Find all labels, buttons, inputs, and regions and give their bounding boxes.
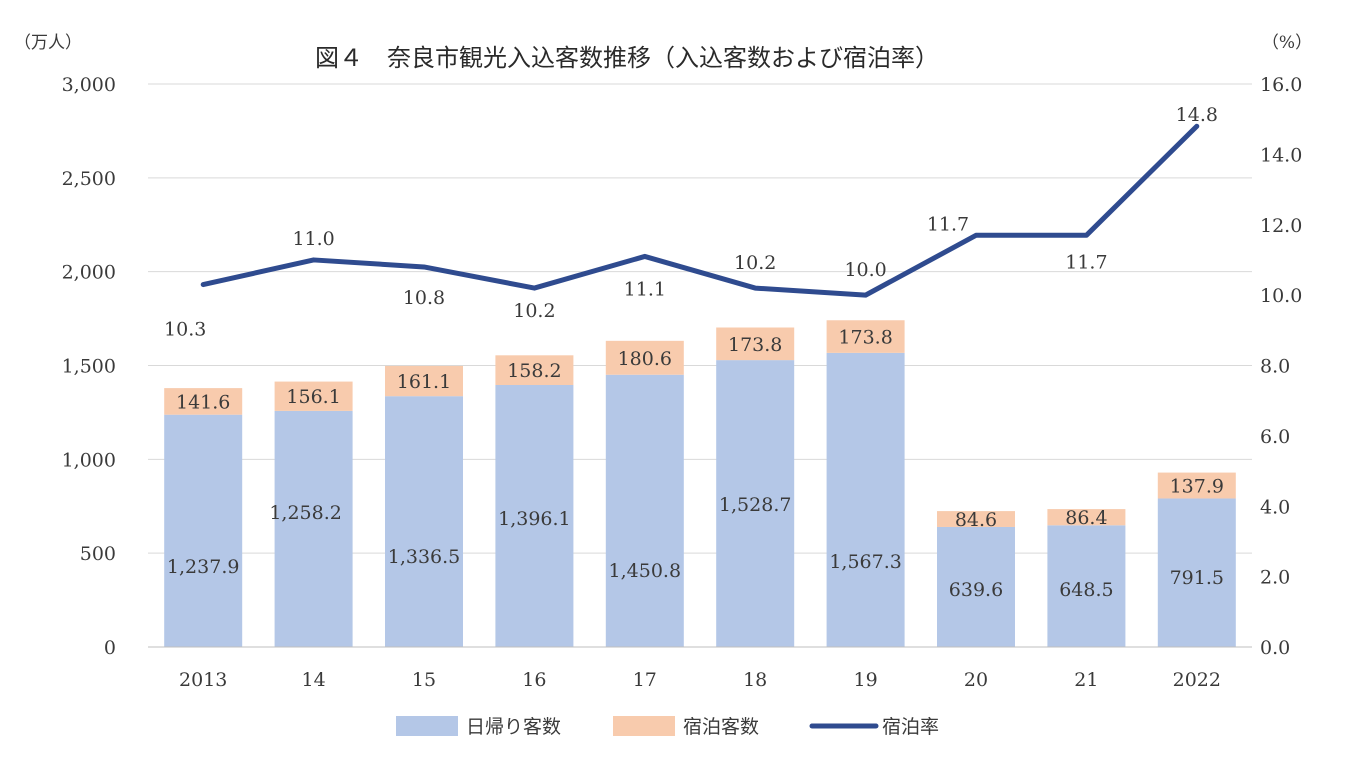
day-trip-data-label: 1,258.2 xyxy=(269,502,342,524)
bar-layer xyxy=(164,320,1236,647)
y-left-tick-label: 500 xyxy=(80,543,116,565)
overnight-data-label: 84.6 xyxy=(955,509,997,531)
legend-label-day-trip: 日帰り客数 xyxy=(466,716,561,738)
x-tick-label: 19 xyxy=(854,669,878,691)
rate-data-label: 10.0 xyxy=(844,259,886,281)
x-tick-label: 17 xyxy=(633,669,657,691)
y-right-tick-label: 2.0 xyxy=(1260,567,1290,589)
overnight-data-label: 86.4 xyxy=(1065,507,1107,529)
overnight-data-label: 180.6 xyxy=(618,348,672,370)
day-trip-data-label: 1,336.5 xyxy=(388,546,461,568)
x-tick-label: 16 xyxy=(522,669,546,691)
y-left-tick-label: 0 xyxy=(104,637,116,659)
x-tick-label: 2013 xyxy=(179,669,227,691)
rate-data-label: 11.7 xyxy=(1065,251,1107,273)
legend: 日帰り客数 宿泊客数 宿泊率 xyxy=(396,716,939,738)
rate-data-label: 10.2 xyxy=(734,252,776,274)
x-tick-label: 14 xyxy=(302,669,326,691)
y-right-tick-label: 6.0 xyxy=(1260,426,1290,448)
left-axis-unit: （万人） xyxy=(14,33,82,53)
day-trip-data-label: 1,567.3 xyxy=(829,551,902,573)
legend-swatch-overnight xyxy=(613,716,675,736)
overnight-data-label: 137.9 xyxy=(1170,476,1224,498)
bar-overnight xyxy=(164,388,243,415)
right-axis-unit: （%） xyxy=(1262,33,1312,53)
chart-title: 図４ 奈良市観光入込客数推移（入込客数および宿泊率） xyxy=(315,44,939,72)
bar-overnight xyxy=(385,365,463,397)
overnight-data-label: 156.1 xyxy=(286,386,340,408)
bar-overnight xyxy=(495,355,574,385)
x-tick-label: 18 xyxy=(743,669,767,691)
day-trip-data-label: 1,237.9 xyxy=(167,556,240,578)
overnight-data-label: 173.8 xyxy=(728,334,782,356)
bar-day-trip xyxy=(495,384,574,647)
y-left-tick-label: 2,500 xyxy=(62,168,116,190)
rate-data-label: 10.3 xyxy=(164,319,206,341)
day-trip-data-label: 791.5 xyxy=(1170,567,1224,589)
bar-day-trip xyxy=(164,414,243,647)
y-left-tick-label: 1,000 xyxy=(62,449,116,471)
bar-day-trip xyxy=(716,360,795,647)
bar-day-trip xyxy=(274,410,353,647)
rate-data-label: 14.8 xyxy=(1176,104,1218,126)
y-right-tick-label: 12.0 xyxy=(1260,215,1302,237)
overnight-data-label: 173.8 xyxy=(838,327,892,349)
day-trip-data-label: 1,528.7 xyxy=(719,494,792,516)
y-left-tick-label: 1,500 xyxy=(62,356,116,378)
y-left-tick-label: 2,000 xyxy=(62,262,116,284)
overnight-data-label: 161.1 xyxy=(397,371,451,393)
day-trip-data-label: 639.6 xyxy=(949,579,1003,601)
rate-data-label: 11.0 xyxy=(292,228,334,250)
bar-day-trip xyxy=(1157,498,1236,647)
bar-day-trip xyxy=(605,374,684,647)
line-layer xyxy=(200,123,1200,298)
label-layer: 141.6 156.1 161.1 158.2 180.6 173.8 173.8 84.6 8… xyxy=(164,104,1224,601)
bar-overnight xyxy=(937,511,1015,527)
bar-overnight xyxy=(716,327,795,361)
y-right-tick-label: 8.0 xyxy=(1260,356,1290,378)
y-right-tick-label: 16.0 xyxy=(1260,74,1302,96)
bar-overnight xyxy=(1157,472,1236,499)
y-left-tick-label: 3,000 xyxy=(62,74,116,96)
rate-data-label: 11.1 xyxy=(624,278,666,300)
rate-data-label: 10.8 xyxy=(403,287,445,309)
bar-overnight xyxy=(274,381,353,411)
bar-overnight xyxy=(1047,509,1126,526)
y-right-tick-label: 14.0 xyxy=(1260,144,1302,166)
rate-data-label: 10.2 xyxy=(513,300,555,322)
bar-day-trip xyxy=(937,526,1015,647)
rate-line xyxy=(200,123,1200,298)
y-right-tick-label: 10.0 xyxy=(1260,285,1302,307)
legend-swatch-day-trip xyxy=(396,716,458,736)
bar-overnight xyxy=(605,340,684,375)
bar-overnight xyxy=(826,320,905,353)
day-trip-data-label: 1,450.8 xyxy=(609,560,682,582)
day-trip-data-label: 1,396.1 xyxy=(498,508,571,530)
y-right-tick-label: 4.0 xyxy=(1260,496,1290,518)
y-right-tick-label: 0.0 xyxy=(1260,637,1290,659)
bar-day-trip xyxy=(826,352,905,647)
legend-label-overnight: 宿泊客数 xyxy=(683,716,759,738)
overnight-data-label: 158.2 xyxy=(507,360,561,382)
bar-day-trip xyxy=(1047,525,1126,647)
overnight-data-label: 141.6 xyxy=(176,391,230,413)
x-tick-label: 2022 xyxy=(1173,669,1221,691)
axis-layer: 0 500 1,000 1,500 2,000 2,500 3,000 0.0 2.0 4.0 6.… xyxy=(62,74,1303,691)
legend-label-rate: 宿泊率 xyxy=(882,716,939,738)
bar-day-trip xyxy=(385,396,463,647)
x-tick-label: 15 xyxy=(412,669,436,691)
x-tick-label: 21 xyxy=(1074,669,1098,691)
day-trip-data-label: 648.5 xyxy=(1059,579,1113,601)
rate-data-label: 11.7 xyxy=(927,213,969,235)
x-tick-label: 20 xyxy=(964,669,988,691)
